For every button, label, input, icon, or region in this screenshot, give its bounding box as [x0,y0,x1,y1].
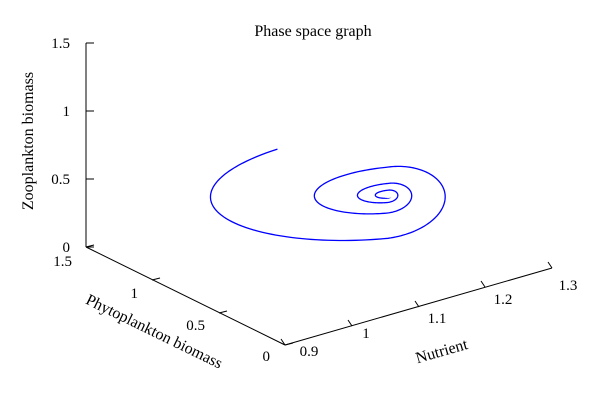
x-tick-12 [480,280,486,288]
trajectory-line [209,148,446,242]
y-tick-15 [85,244,95,248]
equilibrium-point [381,192,395,198]
z-tick-label-15: 1.5 [51,36,70,52]
x-tick-13 [547,261,553,269]
chart-title: Phase space graph [254,23,371,40]
x-tick-label-11: 1.1 [428,311,447,327]
x-tick-09 [280,338,286,346]
axes [85,42,553,346]
y-tick-label-05: 0.5 [186,318,205,334]
x-tick-1 [347,319,353,327]
z-tick-label-05: 0.5 [51,172,70,188]
x-tick-11 [414,300,420,308]
z-axis-label: Zooplankton biomass [20,72,37,210]
x-tick-label-1: 1 [362,326,370,342]
y-tick-label-15: 1.5 [53,254,72,270]
x-tick-label-09: 0.9 [300,344,319,360]
y-tick-0 [284,342,294,346]
z-tick-label-0: 0 [63,240,71,256]
x-axis-label: Nutrient [414,336,470,367]
x-tick-label-13: 1.3 [559,278,578,294]
y-tick-label-0: 0 [263,349,271,365]
y-tick-05 [218,310,228,314]
z-tick-label-1: 1 [63,104,71,120]
y-axis-line [85,246,286,346]
y-tick-1 [151,277,161,281]
y-tick-label-1: 1 [131,286,139,302]
x-tick-label-12: 1.2 [494,292,513,308]
